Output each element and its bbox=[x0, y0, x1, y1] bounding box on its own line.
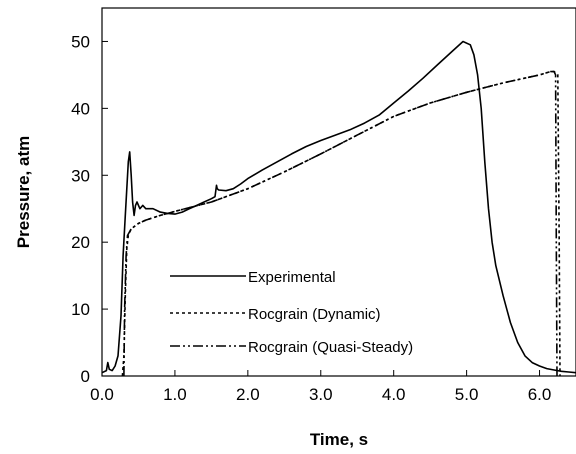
y-tick-label: 20 bbox=[71, 233, 90, 252]
x-tick-label: 4.0 bbox=[382, 385, 406, 404]
x-tick-label: 0.0 bbox=[90, 385, 114, 404]
series-line-rocgrain-dynamic bbox=[121, 70, 561, 377]
legend: Experimental Rocgrain (Dynamic) Rocgrain… bbox=[170, 269, 413, 356]
x-tick-label: 1.0 bbox=[163, 385, 187, 404]
y-tick-label: 50 bbox=[71, 32, 90, 51]
y-axis-title: Pressure, atm bbox=[14, 136, 33, 248]
y-tick-label: 40 bbox=[71, 99, 90, 118]
axis-ticks: 0.0 1.0 2.0 3.0 4.0 5.0 6.0 0 10 20 30 40 50 bbox=[71, 32, 551, 404]
legend-label-dynamic: Rocgrain (Dynamic) bbox=[248, 306, 381, 323]
y-tick-label: 10 bbox=[71, 300, 90, 319]
y-tick-label: 0 bbox=[81, 367, 90, 386]
x-axis-title: Time, s bbox=[310, 430, 368, 449]
x-tick-label: 5.0 bbox=[455, 385, 479, 404]
series-line-rocgrain-quasi-steady bbox=[123, 70, 558, 377]
legend-label-quasi-steady: Rocgrain (Quasi-Steady) bbox=[248, 339, 413, 356]
x-tick-label: 2.0 bbox=[236, 385, 260, 404]
x-tick-label: 3.0 bbox=[309, 385, 333, 404]
plot-frame bbox=[101, 7, 576, 377]
y-tick-label: 30 bbox=[71, 166, 90, 185]
series-layer bbox=[101, 40, 576, 377]
legend-label-experimental: Experimental bbox=[248, 269, 336, 286]
series-line-experimental bbox=[101, 40, 576, 374]
x-tick-label: 6.0 bbox=[528, 385, 552, 404]
